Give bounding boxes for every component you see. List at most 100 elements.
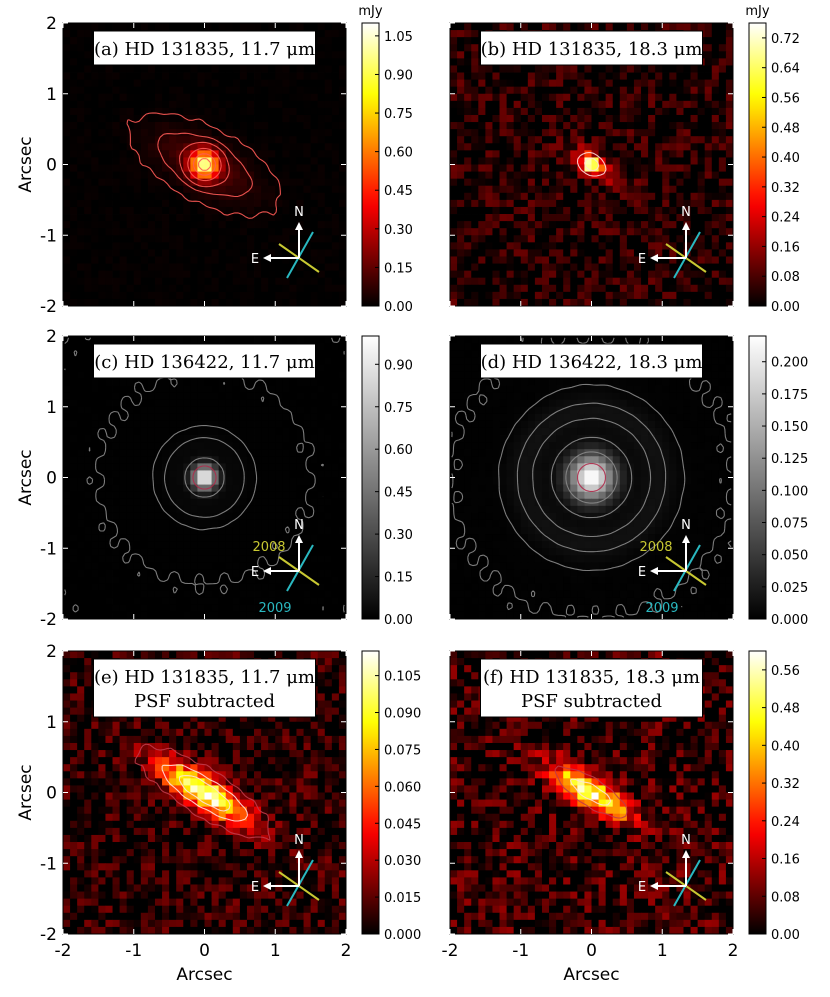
pixel [605,263,614,272]
pixel [140,456,149,464]
pixel [197,199,205,208]
pixel [204,249,212,257]
pixel [549,122,557,130]
contour-line [198,158,211,171]
pixel [662,192,670,201]
pixel [98,79,106,88]
pixel [190,221,198,229]
pixel [662,65,670,73]
pixel [464,284,472,293]
pixel [268,569,276,577]
pixel [232,484,241,493]
contour-line [163,437,245,518]
pixel [140,206,149,215]
pixel [176,199,184,208]
pixel [176,79,184,88]
panel-title: (b) HD 131835, 18.3 μm [481,39,703,60]
pixel [303,178,312,187]
pixel [598,185,607,194]
pixel [147,590,156,599]
pixel [662,206,670,215]
pixel [204,385,212,393]
pixel [612,235,621,243]
pixel [520,150,529,158]
pixel [450,199,458,208]
pixel [239,249,248,257]
pixel [648,86,656,95]
pixel [499,284,507,293]
pixel [77,512,85,521]
pixel [310,456,319,464]
pixel [570,100,578,109]
pixel [154,611,163,619]
pixel [296,171,304,180]
pixel [626,206,635,215]
pixel [338,93,346,102]
pixel [162,427,170,436]
pixel [303,65,312,73]
pixel [268,221,276,229]
pixel [591,114,599,123]
pixel [570,221,578,229]
pixel [541,235,550,243]
pixel [471,122,479,130]
pixel [211,442,220,450]
pixel [254,270,262,279]
pixel [133,590,142,599]
pixel [239,122,248,130]
pixel [584,100,592,109]
pixel [633,291,642,300]
pixel [605,122,614,130]
pixel [289,442,297,450]
pixel [633,114,642,123]
pixel [268,378,276,386]
pixel [711,242,720,250]
pixel [154,23,163,31]
pixel [591,178,599,187]
pixel [331,150,340,158]
pixel [520,86,529,95]
pixel [254,442,262,450]
pixel [211,221,220,229]
pixel [725,30,733,38]
pixel [204,192,212,201]
pixel [527,249,536,257]
pixel [239,562,248,570]
pixel [225,65,234,73]
pixel [239,178,248,187]
pixel [225,399,234,408]
contour-line [184,457,225,498]
pixel [63,37,71,45]
pixel [204,427,212,436]
pixel [655,256,663,264]
pixel [183,122,191,130]
pixel [499,242,507,250]
pixel [499,199,507,208]
pixel [324,413,333,422]
pixel [718,150,727,158]
pixel [133,611,142,619]
pixel [275,86,283,95]
pixel [499,100,507,109]
pixel [211,263,220,272]
pixel [626,291,635,300]
pixel [70,122,78,130]
pixel [282,150,290,158]
pixel [282,420,290,429]
pixel [605,171,614,180]
pixel [70,249,78,257]
pixel [704,93,713,102]
pixel [296,413,304,422]
pixel [246,590,255,599]
pixel [282,562,290,570]
pixel [711,192,720,201]
pixel [268,256,276,264]
pixel [676,65,684,73]
pixel [718,171,727,180]
pixel [662,291,670,300]
pixel [147,456,156,464]
pixel [169,291,177,300]
pixel [556,214,564,222]
pixel [246,192,255,201]
pixel [84,277,92,286]
